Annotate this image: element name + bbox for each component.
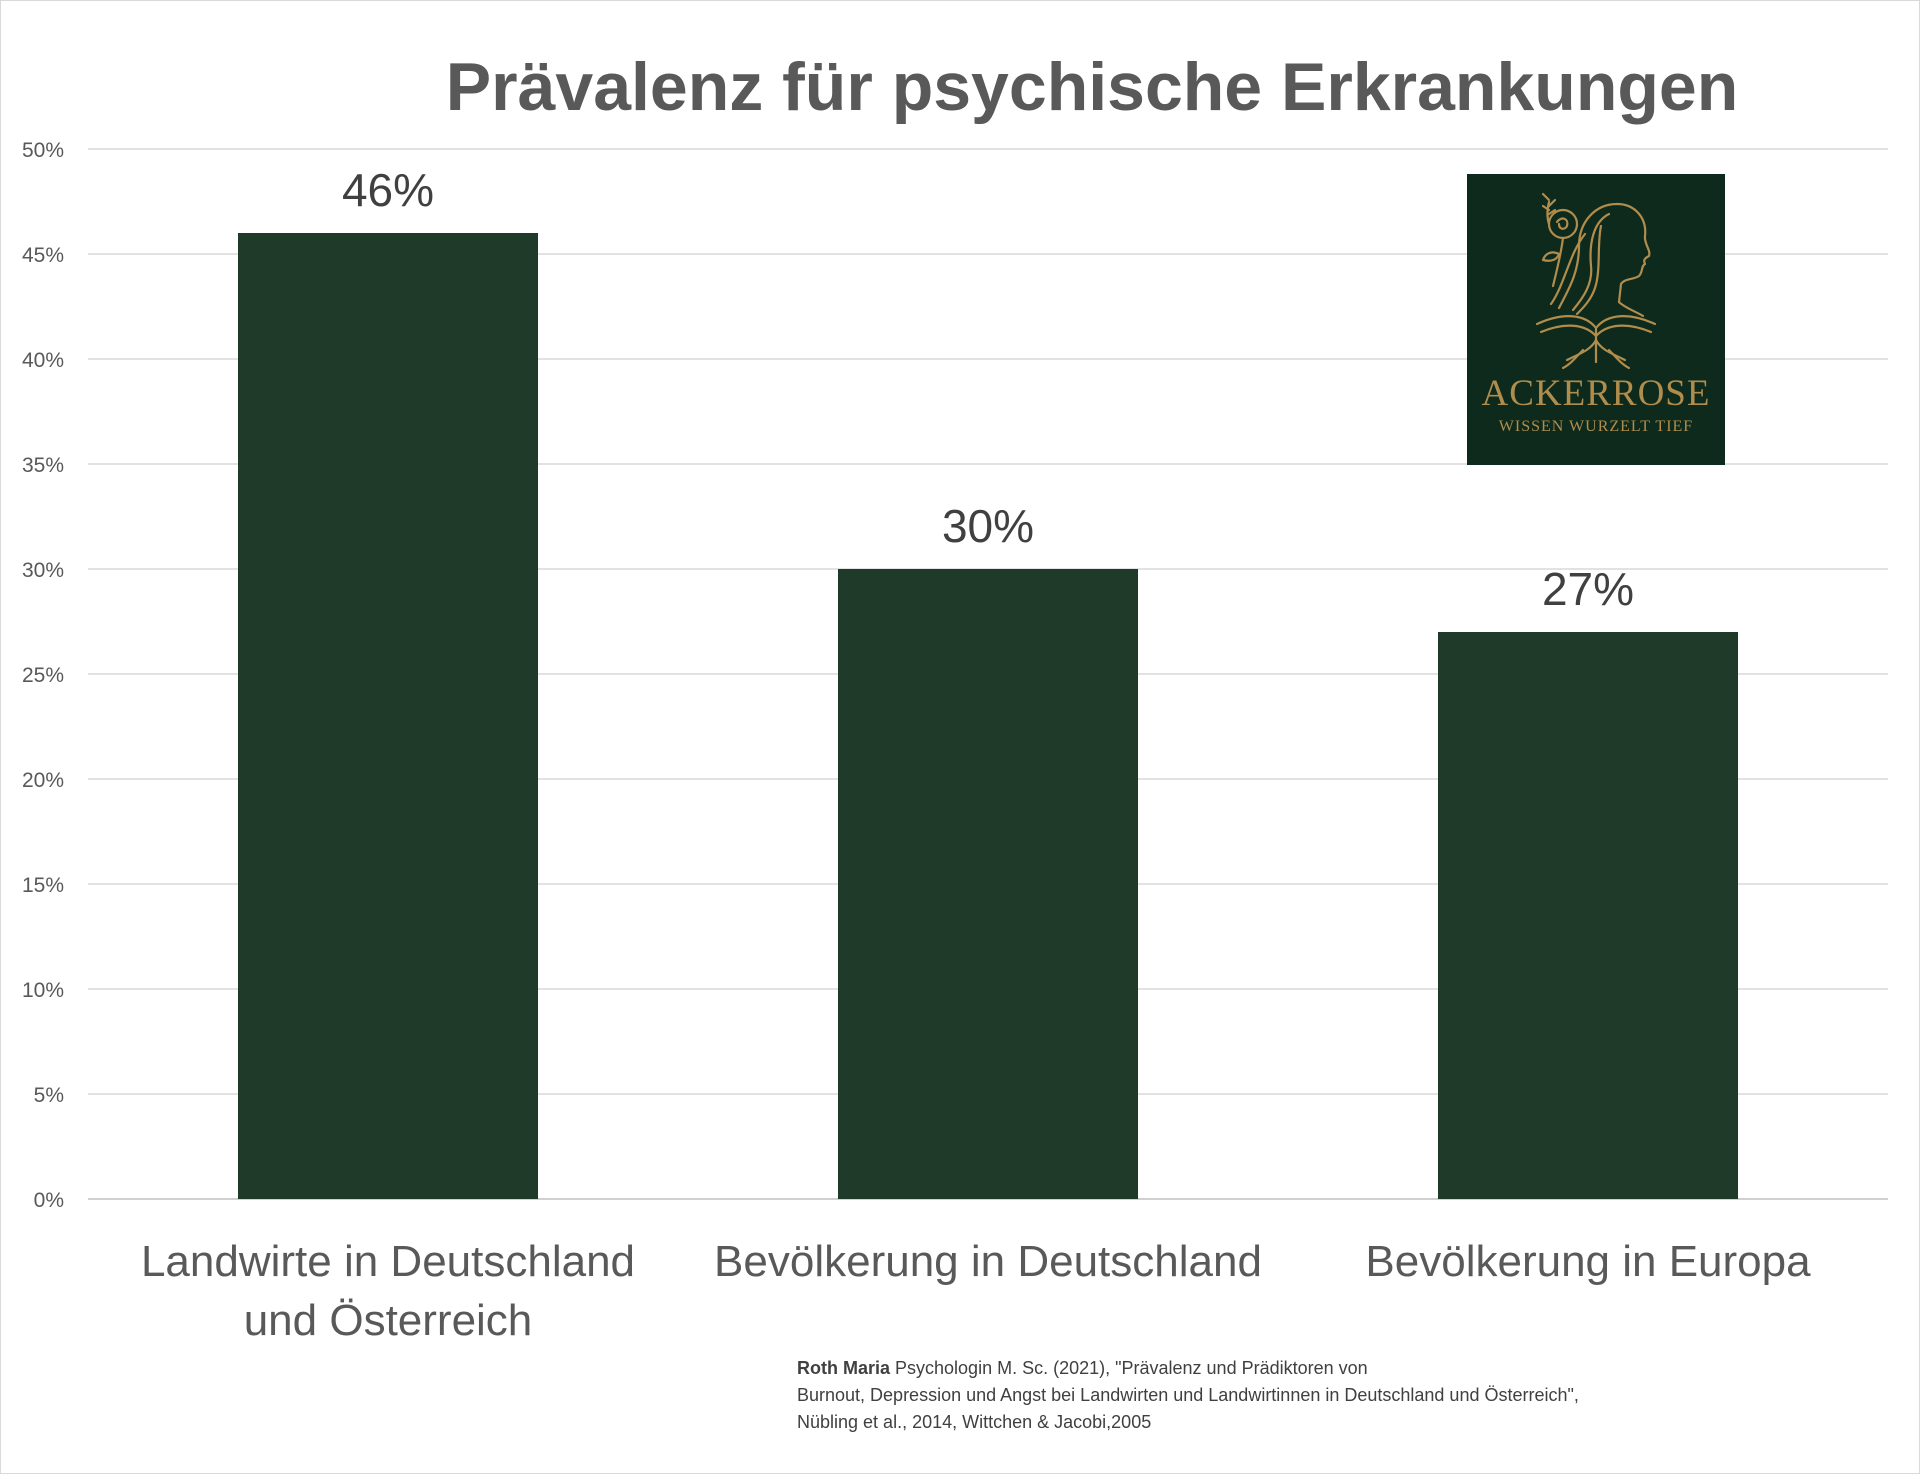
- bar: [1438, 632, 1738, 1199]
- x-category-label: Bevölkerung in Deutschland: [714, 1237, 1262, 1286]
- data-labels: 46% 30% 27%: [342, 164, 1634, 615]
- y-tick-label: 35%: [22, 454, 64, 477]
- bar: [838, 569, 1138, 1199]
- data-label: 46%: [342, 164, 434, 216]
- source-line-2: Burnout, Depression und Angst bei Landwi…: [797, 1385, 1579, 1405]
- x-category-label: Bevölkerung in Europa: [1365, 1237, 1811, 1286]
- y-tick-label: 10%: [22, 979, 64, 1002]
- logo-tagline: WISSEN WURZELT TIEF: [1498, 418, 1694, 435]
- data-label: 30%: [942, 500, 1034, 552]
- x-category-label: und Österreich: [244, 1296, 533, 1345]
- x-category-label: Landwirte in Deutschland: [141, 1237, 635, 1286]
- logo-name: ACKERROSE: [1481, 373, 1711, 414]
- source-author: Roth Maria: [797, 1358, 891, 1378]
- source-line-3: Nübling et al., 2014, Wittchen & Jacobi,…: [797, 1412, 1152, 1432]
- y-tick-label: 30%: [22, 559, 64, 582]
- y-tick-label: 5%: [34, 1084, 64, 1107]
- bars: [238, 233, 1738, 1199]
- data-label: 27%: [1542, 563, 1634, 615]
- bar: [238, 233, 538, 1199]
- woman-rose-book-icon: [1535, 192, 1657, 370]
- y-tick-label: 20%: [22, 769, 64, 792]
- y-tick-label: 25%: [22, 664, 64, 687]
- source-text-1: Psychologin M. Sc. (2021), "Prävalenz un…: [890, 1358, 1368, 1378]
- ackerrose-logo: ACKERROSE WISSEN WURZELT TIEF: [1467, 174, 1725, 465]
- y-tick-label: 50%: [22, 139, 64, 162]
- x-axis-category-labels: Landwirte in Deutschland und Österreich Be…: [141, 1237, 1811, 1345]
- source-citation: Roth Maria Psychologin M. Sc. (2021), "P…: [797, 1355, 1579, 1436]
- y-tick-label: 40%: [22, 349, 64, 372]
- chart-title: Prävalenz für psychische Erkrankungen: [446, 49, 1739, 125]
- y-tick-label: 45%: [22, 244, 64, 267]
- y-tick-label: 15%: [22, 874, 64, 897]
- source-line-1: Roth Maria Psychologin M. Sc. (2021), "P…: [797, 1355, 1579, 1382]
- y-axis-tick-labels: 0% 5% 10% 15% 20% 25% 30% 35% 40% 45% 50%: [22, 139, 64, 1212]
- y-tick-label: 0%: [34, 1189, 64, 1212]
